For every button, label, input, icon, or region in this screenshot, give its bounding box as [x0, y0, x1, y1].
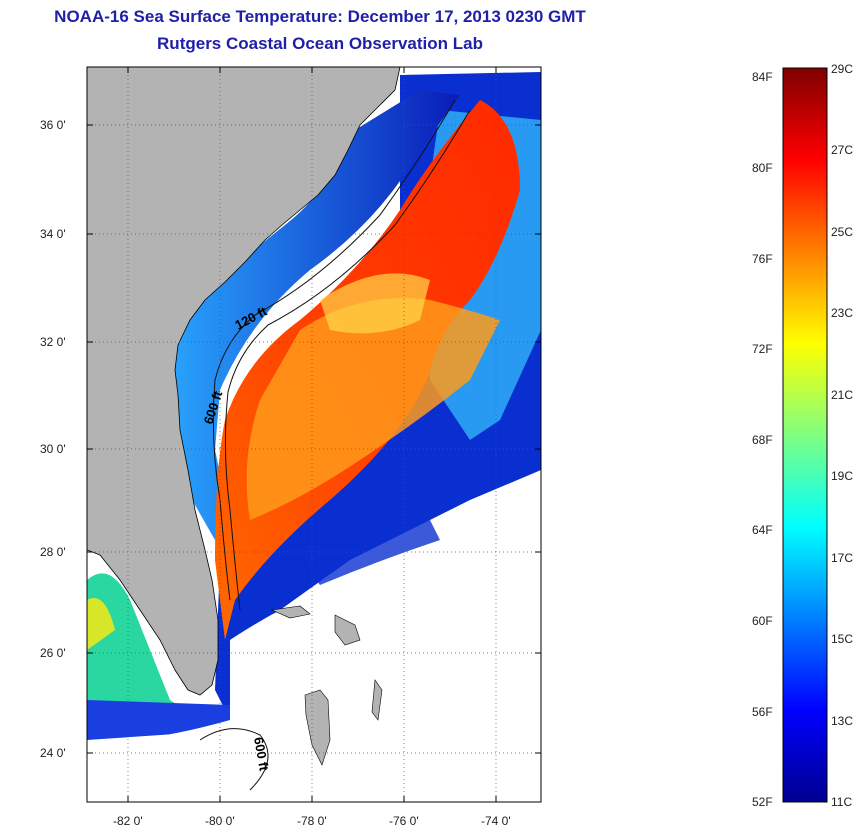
colorbar-f-label: 84F: [752, 70, 773, 84]
colorbar-f-label: 60F: [752, 614, 773, 628]
lon-label: -74 0': [481, 814, 511, 828]
colorbar-f-label: 72F: [752, 342, 773, 356]
colorbar-c-label: 29C: [831, 62, 854, 76]
colorbar-c-label: 25C: [831, 225, 854, 239]
warm-yellow-patch: [320, 273, 430, 334]
warm-orange-patch: [246, 298, 500, 520]
colorbar-c-label: 13C: [831, 714, 854, 728]
lon-label: -78 0': [297, 814, 327, 828]
isobath-600ft: [224, 109, 471, 611]
lat-label: 24 0': [40, 746, 66, 760]
lat-label: 30 0': [40, 442, 66, 456]
isobath-label-600ft-south: 600 ft: [251, 736, 272, 773]
lat-label: 26 0': [40, 646, 66, 660]
isobath-120ft: [212, 99, 456, 601]
lat-label: 34 0': [40, 227, 66, 241]
colorbar-c-label: 11C: [831, 795, 853, 809]
graticule: [87, 67, 541, 802]
lon-label: -80 0': [205, 814, 235, 828]
colorbar-f-label: 76F: [752, 252, 773, 266]
colorbar-f-label: 52F: [752, 795, 773, 809]
gulf-water: [87, 573, 200, 740]
colorbar-c-label: 27C: [831, 143, 854, 157]
isobath-south: [199, 728, 269, 791]
lat-label: 32 0': [40, 335, 66, 349]
land-mainland: [87, 67, 401, 696]
axis-ticks: [87, 67, 541, 802]
map-subtitle: Rutgers Coastal Ocean Observation Lab: [157, 34, 483, 53]
colorbar-c-label: 23C: [831, 306, 854, 320]
gulf-warm-patch: [87, 598, 115, 650]
sst-field: [87, 67, 541, 802]
island-eleuthera: [371, 679, 383, 721]
lat-label: 36 0': [40, 118, 66, 132]
colorbar-f-label: 64F: [752, 523, 773, 537]
map-title: NOAA-16 Sea Surface Temperature: Decembe…: [54, 7, 586, 26]
island-grand-bahama: [270, 605, 311, 619]
colorbar-c-label: 15C: [831, 632, 854, 646]
colorbar-c-label: 19C: [831, 469, 854, 483]
colorbar-f-label: 56F: [752, 705, 773, 719]
island-andros: [304, 689, 331, 766]
island-abaco: [334, 614, 361, 646]
colorbar-f-label: 80F: [752, 161, 773, 175]
lon-label: -76 0': [389, 814, 419, 828]
plot-frame: [86, 66, 542, 803]
cloud-cover: [87, 520, 541, 802]
colorbar-f-label: 68F: [752, 433, 773, 447]
cool-streak: [300, 520, 440, 585]
colorbar: [782, 67, 828, 803]
lat-label: 28 0': [40, 545, 66, 559]
colorbar-c-label: 21C: [831, 388, 854, 402]
colorbar-c-label: 17C: [831, 551, 854, 565]
lon-label: -82 0': [113, 814, 143, 828]
